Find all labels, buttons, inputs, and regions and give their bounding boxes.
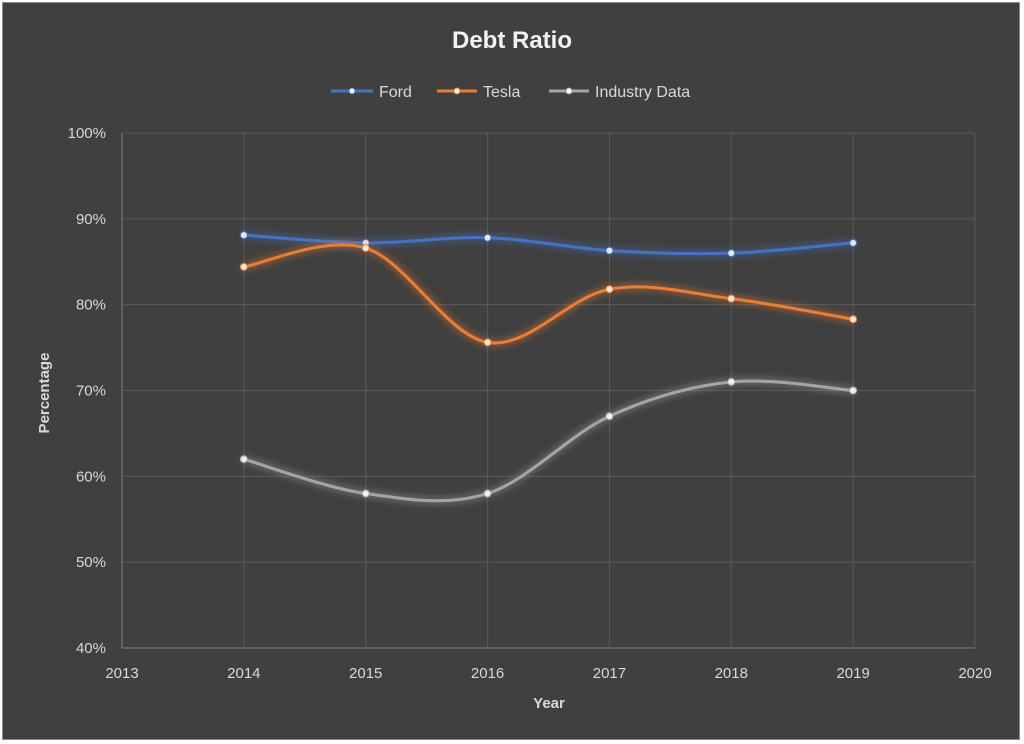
legend-marker-tesla [453,87,461,95]
data-point-tesla [239,262,248,271]
y-tick-label: 70% [76,383,106,400]
legend-marker-industry-data [565,87,573,95]
x-tick-label: 2018 [715,665,748,682]
data-point-ford [849,238,858,247]
series-layer [239,231,858,503]
x-tick-label: 2016 [471,665,504,682]
y-tick-label: 100% [68,125,106,142]
legend-item-industry-data: Industry Data [549,84,690,101]
series-ford [239,231,858,258]
data-point-ford [239,231,248,240]
y-axis-ticks: 40% 50% 60% 70% 80% 90% 100% [68,125,106,657]
x-tick-label: 2015 [349,665,382,682]
series-industry-data [239,377,858,503]
data-point-ford [727,249,736,258]
y-tick-label: 40% [76,640,106,657]
data-point-tesla [605,285,614,294]
data-point-tesla [727,294,736,303]
legend-label-industry-data: Industry Data [595,84,690,101]
legend-label-tesla: Tesla [483,84,520,101]
data-point-industry-data [361,489,370,498]
gridlines [121,132,976,649]
data-point-industry-data [239,455,248,464]
x-tick-label: 2013 [105,665,138,682]
data-point-industry-data [483,489,492,498]
data-point-industry-data [849,386,858,395]
legend-label-ford: Ford [379,84,412,101]
x-tick-label: 2017 [593,665,626,682]
data-point-industry-data [727,377,736,386]
x-tick-label: 2014 [227,665,260,682]
data-point-tesla [483,338,492,347]
x-tick-label: 2020 [958,665,991,682]
x-axis-title: Year [533,695,565,712]
legend-marker-ford [348,87,356,95]
y-axis-title: Percentage [36,353,53,434]
legend-item-ford: Ford [331,84,412,101]
series-tesla [239,243,858,347]
legend-item-tesla: Tesla [437,84,520,101]
x-axis-ticks: 2013 2014 2015 2016 2017 2018 2019 2020 [105,665,991,682]
data-point-tesla [361,244,370,253]
y-tick-label: 60% [76,468,106,485]
series-line-tesla [242,243,855,345]
series-line-industry-data [242,379,855,503]
data-point-industry-data [605,412,614,421]
data-point-ford [605,246,614,255]
chart-title: Debt Ratio [452,27,572,54]
data-point-tesla [849,315,858,324]
y-tick-label: 50% [76,554,106,571]
legend: Ford Tesla Industry Data [331,84,690,101]
line-chart: Debt Ratio Ford Tesla Industry Data 40% 50%… [36,27,992,712]
series-line-ford [242,233,855,256]
y-tick-label: 90% [76,211,106,228]
x-tick-label: 2019 [836,665,869,682]
y-tick-label: 80% [76,297,106,314]
data-point-ford [483,233,492,242]
